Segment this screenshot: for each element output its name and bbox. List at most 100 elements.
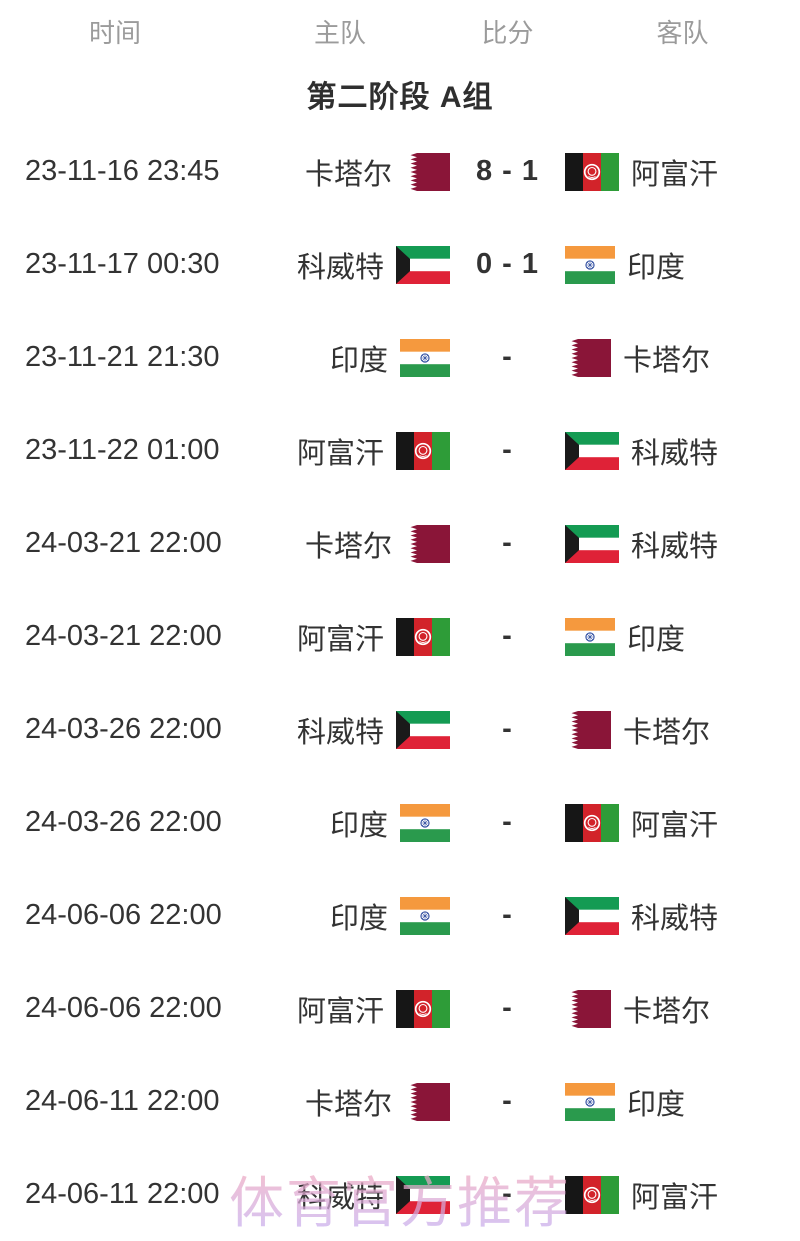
match-row[interactable]: 24-06-11 22:00 科威特 - 阿富汗 — [0, 1148, 800, 1241]
match-row[interactable]: 24-06-06 22:00 印度 - 科威特 — [0, 869, 800, 962]
qatar-flag-icon — [565, 989, 611, 1028]
kuwait-flag-icon — [565, 896, 619, 935]
home-team-cell: 阿富汗 — [230, 616, 450, 658]
home-team-name: 阿富汗 — [296, 995, 384, 1028]
match-score-text: 8 - 1 — [475, 155, 540, 187]
match-time-text: 23-11-16 23:45 — [25, 155, 220, 187]
away-team-name: 科威特 — [631, 530, 719, 563]
away-team-name: 卡塔尔 — [623, 995, 711, 1028]
home-team-name: 卡塔尔 — [304, 530, 392, 563]
match-score: 0 - 1 — [450, 248, 565, 281]
match-score: - — [450, 899, 565, 932]
match-score-text: - — [502, 1085, 513, 1117]
home-team-cell: 阿富汗 — [230, 988, 450, 1030]
home-team-cell: 阿富汗 — [230, 430, 450, 472]
india-flag-icon — [565, 245, 615, 284]
match-row[interactable]: 24-03-21 22:00 卡塔尔 - 科威特 — [0, 497, 800, 590]
home-team-name: 科威特 — [296, 1181, 384, 1214]
match-score: 8 - 1 — [450, 155, 565, 188]
away-team-cell: 卡塔尔 — [565, 709, 800, 751]
match-time-text: 24-03-21 22:00 — [25, 527, 222, 559]
match-time-text: 24-06-06 22:00 — [25, 899, 222, 931]
match-time: 24-03-21 22:00 — [0, 620, 230, 653]
home-team-cell: 科威特 — [230, 1174, 450, 1216]
away-team-name: 阿富汗 — [631, 809, 719, 842]
kuwait-flag-icon — [396, 1175, 450, 1214]
away-team-name: 印度 — [627, 251, 686, 284]
match-time-text: 24-03-26 22:00 — [25, 713, 222, 745]
match-time-text: 24-06-11 22:00 — [25, 1178, 220, 1210]
india-flag-icon — [400, 896, 450, 935]
away-team-name: 印度 — [627, 623, 686, 656]
home-team-cell: 科威特 — [230, 244, 450, 286]
home-team-name: 阿富汗 — [296, 623, 384, 656]
afghanistan-flag-icon — [565, 803, 619, 842]
kuwait-flag-icon — [565, 431, 619, 470]
match-score-text: - — [502, 620, 513, 652]
header-home-team: 主队 — [313, 17, 366, 48]
home-team-name: 阿富汗 — [296, 437, 384, 470]
away-team-cell: 科威特 — [565, 430, 800, 472]
qatar-flag-icon — [565, 338, 611, 377]
match-score-text: - — [502, 713, 513, 745]
afghanistan-flag-icon — [565, 1175, 619, 1214]
match-time: 24-03-26 22:00 — [0, 713, 230, 746]
match-row[interactable]: 24-06-11 22:00 卡塔尔 - 印度 — [0, 1055, 800, 1148]
match-row[interactable]: 24-03-26 22:00 印度 - 阿富汗 — [0, 776, 800, 869]
afghanistan-flag-icon — [396, 989, 450, 1028]
match-score-text: - — [502, 1178, 513, 1210]
qatar-flag-icon — [404, 524, 450, 563]
match-row[interactable]: 23-11-16 23:45 卡塔尔 8 - 1 阿富汗 — [0, 125, 800, 218]
match-time: 24-06-11 22:00 — [0, 1085, 230, 1118]
home-team-cell: 印度 — [230, 337, 450, 379]
match-time-text: 23-11-22 01:00 — [25, 434, 220, 466]
match-score: - — [450, 341, 565, 374]
home-team-name: 科威特 — [296, 251, 384, 284]
match-row[interactable]: 24-03-21 22:00 阿富汗 - 印度 — [0, 590, 800, 683]
home-team-name: 卡塔尔 — [304, 158, 392, 191]
afghanistan-flag-icon — [396, 617, 450, 656]
away-team-name: 卡塔尔 — [623, 716, 711, 749]
qatar-flag-icon — [565, 710, 611, 749]
home-team-name: 卡塔尔 — [304, 1088, 392, 1121]
match-row[interactable]: 23-11-22 01:00 阿富汗 - 科威特 — [0, 404, 800, 497]
home-team-cell: 印度 — [230, 802, 450, 844]
match-score-text: - — [502, 527, 513, 559]
header-away-team: 客队 — [656, 17, 709, 48]
match-time: 24-06-06 22:00 — [0, 899, 230, 932]
match-score: - — [450, 527, 565, 560]
match-score-text: - — [502, 341, 513, 373]
group-title: 第二阶段 A组 — [306, 80, 494, 114]
match-row[interactable]: 24-03-26 22:00 科威特 - 卡塔尔 — [0, 683, 800, 776]
india-flag-icon — [565, 617, 615, 656]
home-team-name: 印度 — [329, 809, 388, 842]
match-time-text: 23-11-17 00:30 — [25, 248, 220, 280]
kuwait-flag-icon — [396, 710, 450, 749]
match-score: - — [450, 1085, 565, 1118]
kuwait-flag-icon — [565, 524, 619, 563]
header-score: 比分 — [481, 17, 534, 48]
match-row[interactable]: 23-11-21 21:30 印度 - 卡塔尔 — [0, 311, 800, 404]
away-team-cell: 阿富汗 — [565, 1174, 800, 1216]
qatar-flag-icon — [404, 152, 450, 191]
match-row[interactable]: 24-06-06 22:00 阿富汗 - 卡塔尔 — [0, 962, 800, 1055]
match-row[interactable]: 23-11-17 00:30 科威特 0 - 1 印度 — [0, 218, 800, 311]
match-score: - — [450, 806, 565, 839]
away-team-cell: 科威特 — [565, 523, 800, 565]
match-time: 23-11-17 00:30 — [0, 248, 230, 281]
match-score-text: - — [502, 434, 513, 466]
away-team-name: 卡塔尔 — [623, 344, 711, 377]
away-team-cell: 阿富汗 — [565, 802, 800, 844]
away-team-cell: 印度 — [565, 1081, 800, 1123]
away-team-cell: 印度 — [565, 244, 800, 286]
home-team-cell: 卡塔尔 — [230, 1081, 450, 1123]
away-team-cell: 阿富汗 — [565, 151, 800, 193]
away-team-name: 科威特 — [631, 437, 719, 470]
india-flag-icon — [400, 338, 450, 377]
away-team-name: 阿富汗 — [631, 158, 719, 191]
match-score: - — [450, 1178, 565, 1211]
home-team-name: 印度 — [329, 902, 388, 935]
match-score: - — [450, 620, 565, 653]
match-time: 24-03-21 22:00 — [0, 527, 230, 560]
match-time-text: 24-06-06 22:00 — [25, 992, 222, 1024]
